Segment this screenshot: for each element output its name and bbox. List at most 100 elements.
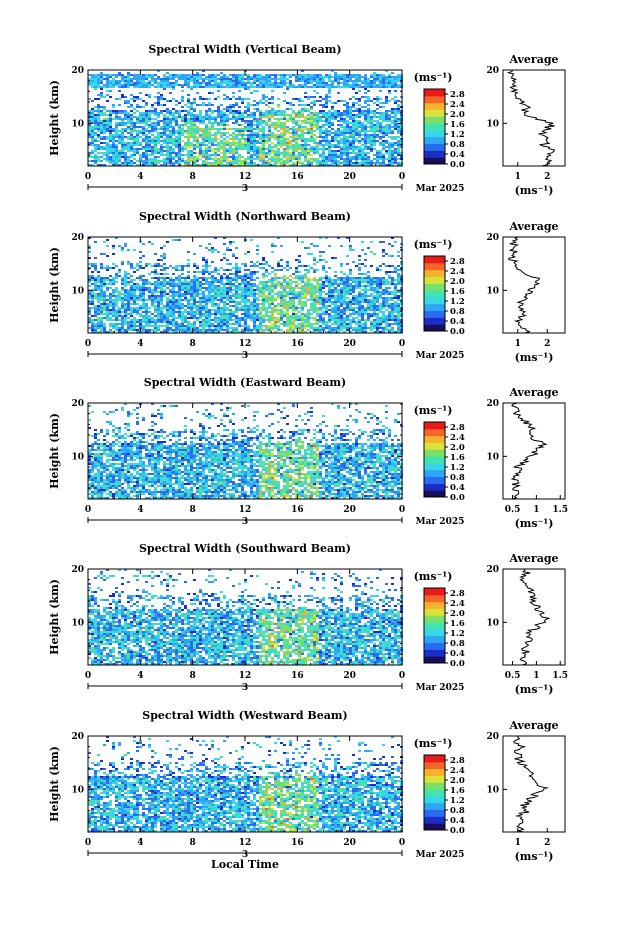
heatmap-cell bbox=[91, 293, 94, 295]
heatmap-cell bbox=[337, 84, 340, 86]
heatmap-cell bbox=[304, 126, 307, 128]
heatmap-cell bbox=[160, 112, 163, 114]
heatmap-cell bbox=[355, 84, 358, 86]
heatmap-cell bbox=[94, 241, 97, 243]
heatmap-cell bbox=[175, 110, 178, 112]
heatmap-cell bbox=[232, 329, 235, 331]
heatmap-cell bbox=[184, 299, 187, 301]
heatmap-cell bbox=[115, 150, 118, 152]
heatmap-cell bbox=[208, 323, 211, 325]
heatmap-cell bbox=[211, 144, 214, 146]
heatmap-cell bbox=[229, 108, 232, 110]
heatmap-cell bbox=[196, 144, 199, 146]
heatmap-cell bbox=[352, 96, 355, 98]
heatmap-cell bbox=[259, 84, 262, 86]
heatmap-cell bbox=[169, 265, 172, 267]
heatmap-cell bbox=[232, 86, 235, 88]
heatmap-cell bbox=[238, 134, 241, 136]
heatmap-cell bbox=[103, 285, 106, 287]
heatmap-cell bbox=[94, 150, 97, 152]
heatmap-cell bbox=[361, 160, 364, 162]
heatmap-cell bbox=[202, 80, 205, 82]
heatmap-cell bbox=[178, 265, 181, 267]
heatmap-cell bbox=[310, 118, 313, 120]
heatmap-cell bbox=[100, 279, 103, 281]
heatmap-cell bbox=[304, 122, 307, 124]
heatmap-cell bbox=[382, 156, 385, 158]
heatmap-cell bbox=[352, 118, 355, 120]
heatmap-cell bbox=[340, 118, 343, 120]
heatmap-cell bbox=[331, 118, 334, 120]
heatmap-cell bbox=[337, 156, 340, 158]
heatmap-cell bbox=[265, 140, 268, 142]
heatmap-cell bbox=[166, 146, 169, 148]
heatmap-cell bbox=[148, 124, 151, 126]
heatmap-cell bbox=[232, 289, 235, 291]
heatmap-cell bbox=[130, 297, 133, 299]
heatmap-cell bbox=[298, 98, 301, 100]
heatmap-cell bbox=[259, 138, 262, 140]
heatmap-cell bbox=[355, 78, 358, 80]
heatmap-cell bbox=[271, 319, 274, 321]
heatmap-cell bbox=[190, 295, 193, 297]
heatmap-cell bbox=[112, 106, 115, 108]
heatmap-cell bbox=[259, 287, 262, 289]
heatmap-cell bbox=[100, 80, 103, 82]
heatmap-cell bbox=[307, 74, 310, 76]
heatmap-cell bbox=[91, 76, 94, 78]
heatmap-cell bbox=[154, 110, 157, 112]
heatmap-cell bbox=[226, 140, 229, 142]
heatmap-cell bbox=[214, 144, 217, 146]
heatmap-cell bbox=[391, 130, 394, 132]
heatmap-cell bbox=[256, 265, 259, 267]
heatmap-cell bbox=[274, 78, 277, 80]
heatmap-cell bbox=[241, 162, 244, 164]
heatmap-cell bbox=[169, 112, 172, 114]
heatmap-cell bbox=[319, 86, 322, 88]
heatmap-cell bbox=[202, 273, 205, 275]
heatmap-cell bbox=[211, 275, 214, 277]
heatmap-cell bbox=[328, 144, 331, 146]
heatmap-cell bbox=[112, 309, 115, 311]
heatmap-cell bbox=[133, 267, 136, 269]
heatmap-cell bbox=[349, 98, 352, 100]
heatmap-cell bbox=[349, 76, 352, 78]
heatmap-cell bbox=[304, 118, 307, 120]
heatmap-cell bbox=[181, 273, 184, 275]
heatmap-cell bbox=[238, 287, 241, 289]
heatmap-cell bbox=[274, 325, 277, 327]
heatmap-cell bbox=[160, 126, 163, 128]
heatmap-cell bbox=[187, 313, 190, 315]
heatmap-cell bbox=[385, 98, 388, 100]
heatmap-cell bbox=[163, 263, 166, 265]
heatmap-cell bbox=[112, 245, 115, 247]
heatmap-cell bbox=[223, 293, 226, 295]
heatmap-cell bbox=[172, 281, 175, 283]
heatmap-cell bbox=[352, 74, 355, 76]
heatmap-cell bbox=[214, 295, 217, 297]
heatmap-cell bbox=[169, 130, 172, 132]
heatmap-cell bbox=[178, 112, 181, 114]
heatmap-cell bbox=[397, 100, 400, 102]
heatmap-cell bbox=[325, 118, 328, 120]
heatmap-cell bbox=[154, 108, 157, 110]
heatmap-cell bbox=[196, 313, 199, 315]
heatmap-cell bbox=[229, 144, 232, 146]
heatmap-cell bbox=[142, 299, 145, 301]
heatmap-cell bbox=[106, 156, 109, 158]
heatmap-cell bbox=[391, 154, 394, 156]
heatmap-cell bbox=[109, 279, 112, 281]
heatmap-cell bbox=[202, 132, 205, 134]
heatmap-cell bbox=[253, 329, 256, 331]
heatmap-cell bbox=[196, 136, 199, 138]
heatmap-cell bbox=[247, 122, 250, 124]
heatmap-cell bbox=[223, 309, 226, 311]
heatmap-cell bbox=[304, 138, 307, 140]
heatmap-cell bbox=[151, 128, 154, 130]
heatmap-cell bbox=[160, 78, 163, 80]
heatmap-cell bbox=[214, 281, 217, 283]
heatmap-cell bbox=[118, 130, 121, 132]
heatmap-cell bbox=[382, 84, 385, 86]
heatmap-cell bbox=[139, 116, 142, 118]
heatmap-cell bbox=[190, 102, 193, 104]
